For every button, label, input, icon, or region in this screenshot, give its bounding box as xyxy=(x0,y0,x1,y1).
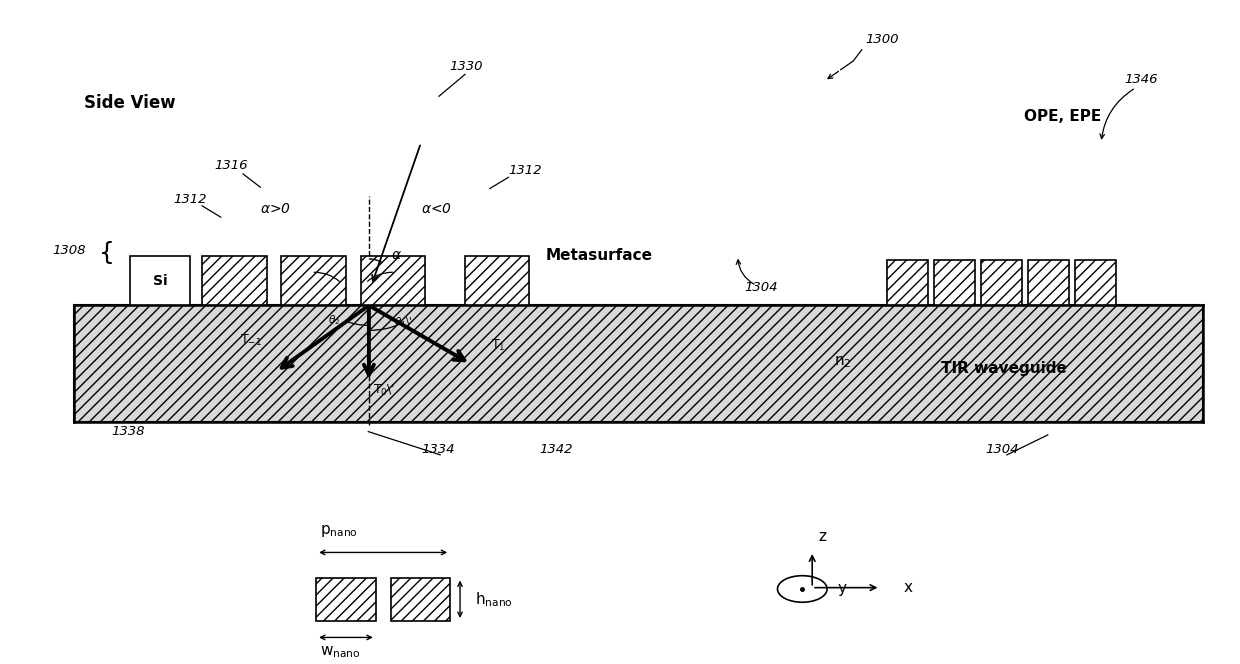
Bar xyxy=(887,260,928,305)
Bar xyxy=(1075,260,1116,305)
Bar xyxy=(465,256,529,305)
Text: $\alpha$: $\alpha$ xyxy=(391,248,402,262)
Text: 1312: 1312 xyxy=(508,164,542,177)
Text: n$_2$: n$_2$ xyxy=(835,354,852,370)
Bar xyxy=(1028,260,1069,305)
Text: Side View: Side View xyxy=(84,94,176,112)
Text: 1342: 1342 xyxy=(539,443,573,456)
Bar xyxy=(316,578,376,621)
Text: {: { xyxy=(99,241,115,266)
Text: 1334: 1334 xyxy=(422,443,455,456)
Bar xyxy=(361,256,425,305)
Text: TIR waveguide: TIR waveguide xyxy=(941,361,1068,376)
Text: Si: Si xyxy=(153,274,167,288)
Text: 1316: 1316 xyxy=(215,159,248,173)
Bar xyxy=(130,256,190,305)
Text: p$_\mathrm{nano}$: p$_\mathrm{nano}$ xyxy=(320,523,358,539)
Text: z: z xyxy=(818,529,826,544)
Text: y: y xyxy=(837,582,846,596)
Text: 1346: 1346 xyxy=(1125,73,1158,86)
Text: T$_0$\': T$_0$\' xyxy=(373,383,394,398)
Bar xyxy=(202,256,267,305)
Text: T$_{-1}$: T$_{-1}$ xyxy=(241,333,262,347)
Text: 1330: 1330 xyxy=(449,60,482,73)
Text: Metasurface: Metasurface xyxy=(546,248,652,263)
Text: $\alpha$>0: $\alpha$>0 xyxy=(260,202,290,216)
Bar xyxy=(281,256,346,305)
Text: w$_\mathrm{nano}$: w$_\mathrm{nano}$ xyxy=(320,644,361,660)
Bar xyxy=(934,260,975,305)
Text: 1308: 1308 xyxy=(52,244,86,258)
Text: 1312: 1312 xyxy=(174,193,207,206)
Text: $\alpha$<0: $\alpha$<0 xyxy=(422,202,451,216)
Text: $\theta_1$\': $\theta_1$\' xyxy=(394,315,413,329)
Text: 1304: 1304 xyxy=(744,281,777,294)
Bar xyxy=(391,578,450,621)
Bar xyxy=(981,260,1022,305)
Text: $\theta_2$: $\theta_2$ xyxy=(329,313,340,327)
Bar xyxy=(74,305,1203,422)
Text: x: x xyxy=(903,580,913,595)
Text: T$_1$: T$_1$ xyxy=(491,338,505,353)
Text: h$_\mathrm{nano}$: h$_\mathrm{nano}$ xyxy=(475,590,513,609)
Text: 1304: 1304 xyxy=(986,443,1019,456)
Text: OPE, EPE: OPE, EPE xyxy=(1024,109,1101,124)
Text: 1300: 1300 xyxy=(866,33,899,46)
Text: 1338: 1338 xyxy=(112,425,145,438)
